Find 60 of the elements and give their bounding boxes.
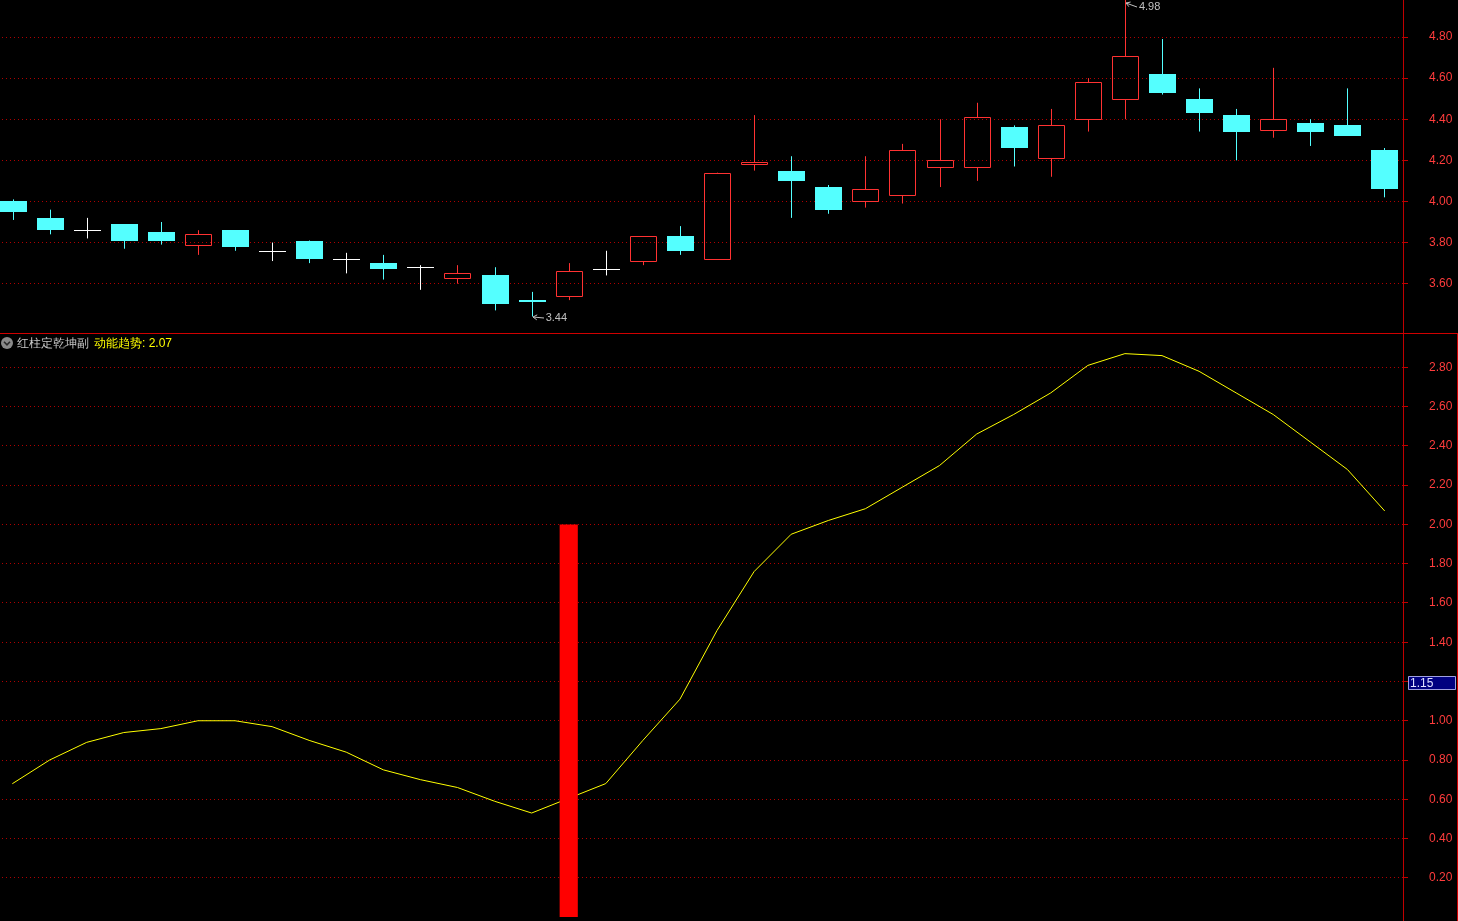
candlestick [592, 250, 621, 276]
candlestick [852, 155, 879, 209]
y-tick-label: 4.40 [1429, 111, 1453, 126]
candlestick [1260, 67, 1287, 139]
y-tick-label: 3.60 [1429, 275, 1453, 290]
candlestick [1112, 0, 1139, 120]
candlestick [332, 252, 361, 274]
candlestick [556, 262, 583, 301]
y-tick-label: 1.00 [1429, 713, 1453, 728]
candlestick [406, 264, 435, 291]
candlestick [111, 224, 138, 250]
y-tick-label: 1.80 [1429, 556, 1453, 571]
candlestick [1038, 108, 1065, 178]
y-tick-label: 2.60 [1429, 398, 1453, 413]
y-tick-label: 0.60 [1429, 791, 1453, 806]
candlestick [1297, 118, 1324, 147]
candlestick [815, 184, 842, 215]
y-tick-label: 2.00 [1429, 516, 1453, 531]
candlestick [0, 198, 27, 221]
annotation: 3.44 [545, 310, 568, 323]
candlestick [519, 291, 546, 318]
candlestick [222, 230, 249, 252]
y-tick-label: 3.80 [1429, 234, 1453, 249]
candlestick [370, 254, 397, 281]
chart-title: 红柱定乾坤副 [17, 336, 89, 350]
candlestick [37, 209, 64, 235]
candlestick [1371, 147, 1398, 198]
candlestick [964, 102, 991, 182]
candlestick [741, 114, 768, 172]
candlestick [444, 264, 471, 285]
candlestick [1149, 38, 1176, 96]
y-tick-label: 4.80 [1429, 29, 1453, 44]
y-tick-label: 4.60 [1429, 70, 1453, 85]
y-tick-label: 4.20 [1429, 152, 1453, 167]
candlestick [73, 217, 102, 239]
y-tick-label: 2.40 [1429, 438, 1453, 453]
candlestick [148, 221, 175, 246]
y-tick-label: 1.40 [1429, 634, 1453, 649]
candlestick [927, 118, 954, 188]
y-tick-label: 0.20 [1429, 870, 1453, 885]
candlestick [185, 229, 212, 256]
candlestick [1075, 77, 1102, 133]
y-tick-label: 4.00 [1429, 193, 1453, 208]
candlestick [1001, 124, 1028, 167]
candlestick [1186, 87, 1213, 133]
y-tick-label: 2.20 [1429, 477, 1453, 492]
text: 1.15 [1410, 675, 1434, 690]
text: 动能趋势: 2.07 [94, 336, 173, 350]
candlestick [778, 155, 805, 219]
candlestick [667, 225, 694, 256]
candlestick [889, 143, 916, 204]
y-tick-label: 2.80 [1429, 359, 1453, 374]
y-tick-label: 1.60 [1429, 595, 1453, 610]
candlestick [258, 242, 287, 262]
annotation: 4.98 [1138, 0, 1161, 13]
candlestick [1223, 108, 1250, 161]
y-tick-label: 0.40 [1429, 830, 1453, 845]
y-tick-label: 0.80 [1429, 752, 1453, 767]
candlestick [482, 266, 509, 311]
candlestick [1334, 87, 1361, 136]
